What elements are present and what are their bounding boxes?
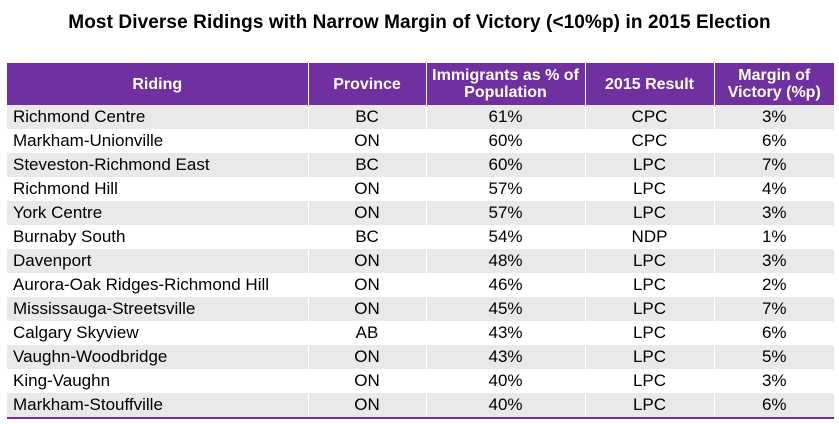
result-cell: LPC [584,273,714,297]
immigrants-cell: 61% [425,105,585,129]
immigrants-cell: 54% [425,225,585,249]
riding-cell: York Centre [7,201,308,225]
province-cell: ON [307,249,426,273]
margin-cell: 3% [713,369,834,393]
immigrants-cell: 60% [425,153,585,177]
riding-cell: King-Vaughn [7,369,308,393]
province-cell: ON [307,297,426,321]
table-row: Markham-Stouffville ON 40% LPC 6% [7,393,834,419]
table-row: Mississauga-Streetsville ON 45% LPC 7% [7,297,834,321]
margin-cell: 2% [713,273,834,297]
margin-cell: 7% [713,297,834,321]
result-cell: LPC [584,153,714,177]
margin-cell: 3% [713,249,834,273]
province-cell: ON [307,273,426,297]
result-cell: LPC [584,201,714,225]
immigrants-cell: 46% [425,273,585,297]
riding-cell: Markham-Stouffville [7,393,308,419]
riding-cell: Burnaby South [7,225,308,249]
margin-cell: 3% [713,105,834,129]
immigrants-cell: 43% [425,321,585,345]
result-cell: LPC [584,177,714,201]
table-row: Davenport ON 48% LPC 3% [7,249,834,273]
table-row: Markham-Unionville ON 60% CPC 6% [7,129,834,153]
riding-cell: Mississauga-Streetsville [7,297,308,321]
riding-cell: Aurora-Oak Ridges-Richmond Hill [7,273,308,297]
immigrants-cell: 43% [425,345,585,369]
province-cell: BC [307,153,426,177]
margin-cell: 3% [713,201,834,225]
table-row: Burnaby South BC 54% NDP 1% [7,225,834,249]
result-cell: NDP [584,225,714,249]
table-row: Vaughn-Woodbridge ON 43% LPC 5% [7,345,834,369]
province-cell: ON [307,177,426,201]
column-header-riding: Riding [7,63,308,105]
column-header-margin: Margin of Victory (%p) [713,63,834,105]
margin-cell: 6% [713,393,834,419]
margin-cell: 1% [713,225,834,249]
province-cell: ON [307,345,426,369]
riding-cell: Steveston-Richmond East [7,153,308,177]
table-body: Richmond Centre BC 61% CPC 3% Markham-Unionvi… [7,105,834,419]
table-row: Richmond Hill ON 57% LPC 4% [7,177,834,201]
riding-cell: Markham-Unionville [7,129,308,153]
riding-cell: Richmond Hill [7,177,308,201]
province-cell: ON [307,369,426,393]
result-cell: CPC [584,129,714,153]
table-row: York Centre ON 57% LPC 3% [7,201,834,225]
margin-cell: 6% [713,321,834,345]
table-row: Calgary Skyview AB 43% LPC 6% [7,321,834,345]
riding-cell: Calgary Skyview [7,321,308,345]
province-cell: ON [307,201,426,225]
immigrants-cell: 60% [425,129,585,153]
province-cell: AB [307,321,426,345]
result-cell: LPC [584,321,714,345]
table-row: King-Vaughn ON 40% LPC 3% [7,369,834,393]
result-cell: LPC [584,345,714,369]
margin-cell: 7% [713,153,834,177]
ridings-table: Riding Province Immigrants as % of Popul… [7,63,834,419]
province-cell: ON [307,393,426,419]
immigrants-cell: 40% [425,393,585,419]
province-cell: BC [307,105,426,129]
province-cell: ON [307,129,426,153]
immigrants-cell: 57% [425,177,585,201]
immigrants-cell: 45% [425,297,585,321]
immigrants-cell: 48% [425,249,585,273]
immigrants-cell: 40% [425,369,585,393]
table-row: Richmond Centre BC 61% CPC 3% [7,105,834,129]
province-cell: BC [307,225,426,249]
column-header-immigrants: Immigrants as % of Population [425,63,585,105]
riding-cell: Davenport [7,249,308,273]
riding-cell: Richmond Centre [7,105,308,129]
result-cell: LPC [584,297,714,321]
chart-title: Most Diverse Ridings with Narrow Margin … [68,12,771,33]
result-cell: LPC [584,369,714,393]
margin-cell: 4% [713,177,834,201]
result-cell: LPC [584,249,714,273]
immigrants-cell: 57% [425,201,585,225]
margin-cell: 5% [713,345,834,369]
header-row: Riding Province Immigrants as % of Popul… [7,63,834,105]
margin-cell: 6% [713,129,834,153]
result-cell: LPC [584,393,714,419]
table-row: Aurora-Oak Ridges-Richmond Hill ON 46% LPC 2… [7,273,834,297]
result-cell: CPC [584,105,714,129]
table-row: Steveston-Richmond East BC 60% LPC 7% [7,153,834,177]
column-header-province: Province [307,63,426,105]
riding-cell: Vaughn-Woodbridge [7,345,308,369]
column-header-result: 2015 Result [584,63,714,105]
